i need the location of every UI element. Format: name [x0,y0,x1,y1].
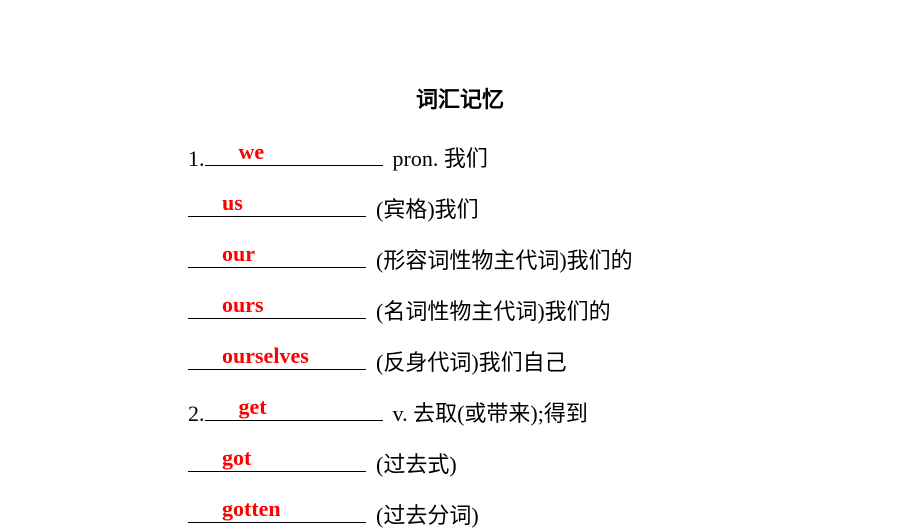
vocab-line: 1. we pron. 我们 [188,140,920,173]
answer-text: ours [222,292,264,318]
definition-text: (过去分词) [376,498,479,530]
definition-text: v. 去取(或带来);得到 [393,396,588,428]
blank-field: gotten [188,497,366,523]
answer-text: gotten [222,496,281,522]
vocab-line: got (过去式) [188,446,920,479]
blank-field: our [188,242,366,268]
blank-field: we [205,140,383,166]
blank-field: got [188,446,366,472]
definition-text: (形容词性物主代词)我们的 [376,243,633,275]
page-title: 词汇记忆 [188,82,920,114]
worksheet-content: 词汇记忆 1. we pron. 我们 us (宾格)我们 our (形容词性物… [0,0,920,530]
vocab-line: our (形容词性物主代词)我们的 [188,242,920,275]
vocab-line: us (宾格)我们 [188,191,920,224]
vocab-line: gotten (过去分词) [188,497,920,530]
blank-field: ourselves [188,344,366,370]
answer-text: got [222,445,251,471]
answer-text: get [239,394,267,420]
blank-field: ours [188,293,366,319]
item-number: 2. [188,401,205,427]
definition-text: (名词性物主代词)我们的 [376,294,611,326]
answer-text: our [222,241,255,267]
vocab-line: ours (名词性物主代词)我们的 [188,293,920,326]
blank-field: us [188,191,366,217]
definition-text: (宾格)我们 [376,192,479,224]
answer-text: us [222,190,243,216]
answer-text: we [239,139,265,165]
definition-text: (过去式) [376,447,457,479]
blank-field: get [205,395,383,421]
item-number: 1. [188,146,205,172]
vocab-line: 2. get v. 去取(或带来);得到 [188,395,920,428]
definition-text: (反身代词)我们自己 [376,345,567,377]
answer-text: ourselves [222,343,309,369]
vocab-line: ourselves (反身代词)我们自己 [188,344,920,377]
definition-text: pron. 我们 [393,141,488,173]
